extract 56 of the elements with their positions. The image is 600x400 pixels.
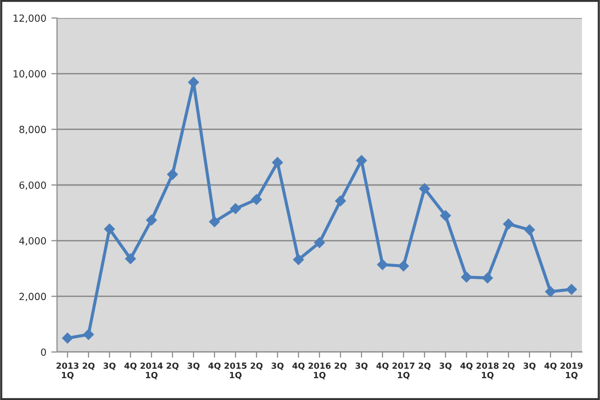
x-tick-label: 3Q [188,362,200,370]
x-tick-label: 4Q [376,362,389,370]
x-tick-label: 2015 1Q [224,362,247,380]
y-tick-label: 8,000 [19,126,46,134]
x-tick-label: 2Q [82,362,95,370]
y-tick-label: 10,000 [14,70,46,78]
x-tick-label: 3Q [524,362,536,370]
point [398,260,409,272]
x-tick-label: 4Q [460,362,473,370]
x-tick-label: 4Q [208,362,221,370]
point [230,203,241,214]
x-tick-label: 2019 1Q [560,362,583,380]
x-tick-label: 4Q [292,362,305,370]
x-tick-label: 2Q [250,362,263,370]
x-tick-label: 2018 1Q [476,362,499,380]
x-tick-label: 3Q [440,362,452,370]
x-tick-label: 2Q [418,362,431,370]
point [314,237,325,248]
x-tick-label: 2013 1Q [56,362,78,380]
point [209,216,220,228]
y-tick-label: 4,000 [19,237,46,246]
y-tick-label: 2,000 [19,292,46,302]
x-tick-label: 2Q [502,362,515,370]
x-tick-label: 2017 1Q [392,362,414,380]
x-tick-label: 3Q [356,362,368,370]
point [125,253,136,264]
point [293,254,304,266]
x-tick-label: 2Q [166,362,179,370]
point [83,329,94,340]
y-tick-label: 6,000 [19,181,46,190]
point [251,194,262,205]
point [62,332,73,344]
point [356,155,367,166]
point [566,284,577,295]
x-tick-label: 2Q [334,362,347,370]
point [545,286,556,298]
point [272,157,283,168]
x-tick-label: 4Q [124,362,137,370]
point [503,218,514,230]
point [440,210,451,222]
point [482,272,493,284]
x-tick-label: 2014 1Q [140,362,163,380]
x-tick-label: 4Q [544,362,557,370]
point [419,183,430,194]
point [335,195,346,206]
point [524,224,535,236]
x-tick-label: 2016 1Q [308,362,331,380]
point [461,272,472,283]
y-tick-label: 0 [41,348,46,356]
point [377,259,388,270]
x-tick-label: 3Q [272,362,284,370]
point [104,224,115,234]
point [146,214,157,226]
y-tick-label: 12,000 [14,14,46,23]
x-tick-label: 3Q [104,362,116,370]
point [167,168,178,180]
